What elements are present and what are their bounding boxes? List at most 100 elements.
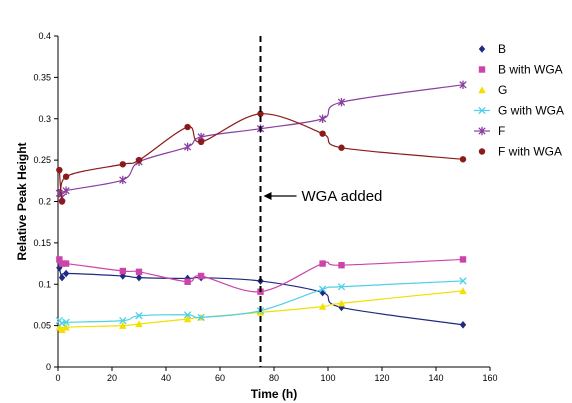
legend-swatch bbox=[478, 66, 486, 73]
series-b-with-wga bbox=[56, 256, 467, 295]
data-point bbox=[337, 283, 346, 291]
data-point bbox=[318, 114, 327, 123]
annotation: WGA added bbox=[259, 36, 383, 367]
data-point bbox=[183, 311, 192, 319]
y-tick-label: 0.3 bbox=[38, 114, 51, 124]
legend-swatch bbox=[478, 148, 486, 155]
legend: B B with WGA G G with WGA F F with WGA bbox=[474, 42, 564, 159]
legend-item: B bbox=[478, 42, 506, 56]
y-tick-label: 0.05 bbox=[33, 321, 51, 331]
x-tick-label: 20 bbox=[107, 373, 117, 383]
data-point bbox=[62, 269, 70, 278]
legend-item: G with WGA bbox=[474, 104, 564, 118]
y-tick-label: 0 bbox=[46, 362, 51, 372]
data-point bbox=[184, 278, 191, 285]
data-point bbox=[62, 186, 70, 195]
data-point bbox=[184, 274, 191, 283]
x-tick-label: 100 bbox=[320, 373, 335, 383]
data-point bbox=[58, 273, 66, 282]
data-point bbox=[135, 312, 143, 320]
data-point bbox=[62, 323, 70, 331]
legend-label: B with WGA bbox=[498, 63, 563, 77]
legend-swatch bbox=[478, 106, 486, 115]
data-point bbox=[257, 110, 264, 117]
legend-label: B bbox=[498, 42, 506, 56]
data-point bbox=[337, 299, 346, 307]
data-point bbox=[135, 273, 143, 282]
y-tick-label: 0.2 bbox=[38, 197, 51, 207]
data-point bbox=[319, 130, 326, 137]
data-point bbox=[135, 268, 143, 276]
series-line bbox=[58, 84, 464, 198]
legend-item: F with WGA bbox=[478, 145, 562, 159]
x-tick-label: 0 bbox=[55, 373, 60, 383]
legend-swatch bbox=[478, 45, 486, 53]
data-point bbox=[56, 166, 63, 174]
data-point bbox=[459, 320, 467, 329]
x-tick-label: 80 bbox=[269, 373, 279, 383]
data-point bbox=[183, 315, 192, 323]
data-point bbox=[119, 272, 126, 280]
data-point bbox=[459, 287, 467, 295]
data-point bbox=[197, 272, 205, 280]
data-point bbox=[459, 80, 467, 90]
data-point bbox=[119, 175, 127, 185]
data-point bbox=[319, 260, 326, 267]
data-point bbox=[62, 173, 70, 180]
legend-label: G with WGA bbox=[498, 104, 564, 118]
data-point bbox=[56, 263, 63, 272]
data-point bbox=[119, 317, 127, 325]
y-tick-label: 0.4 bbox=[38, 31, 51, 41]
series-b bbox=[56, 263, 467, 329]
data-point bbox=[197, 138, 205, 146]
data-point bbox=[184, 123, 191, 131]
legend-item: F bbox=[474, 124, 505, 138]
annotation-arrow-head bbox=[263, 192, 272, 200]
legend-swatch bbox=[478, 126, 486, 136]
data-point bbox=[62, 260, 70, 267]
data-point bbox=[119, 321, 127, 329]
x-tick-label: 140 bbox=[428, 373, 443, 383]
data-point bbox=[183, 142, 192, 152]
legend-swatch bbox=[478, 86, 486, 94]
series-g-with-wga bbox=[55, 277, 467, 327]
data-point bbox=[197, 313, 205, 322]
data-point bbox=[338, 262, 345, 269]
series-g bbox=[55, 287, 467, 333]
data-point bbox=[256, 308, 265, 316]
data-point bbox=[135, 320, 143, 328]
data-point bbox=[338, 303, 345, 312]
data-point bbox=[56, 256, 63, 263]
x-tick-label: 160 bbox=[482, 373, 497, 383]
legend-item: G bbox=[478, 83, 507, 97]
data-point bbox=[459, 156, 467, 163]
data-point bbox=[62, 318, 70, 326]
axes bbox=[57, 36, 490, 368]
y-tick-label: 0.25 bbox=[33, 155, 51, 165]
data-point bbox=[459, 277, 467, 285]
x-tick-label: 120 bbox=[374, 373, 389, 383]
x-tick-label: 40 bbox=[161, 373, 171, 383]
data-point bbox=[119, 267, 126, 275]
data-point bbox=[58, 260, 66, 267]
data-point bbox=[58, 198, 66, 205]
data-point bbox=[119, 161, 127, 168]
data-point bbox=[135, 156, 143, 164]
annotation-label: WGA added bbox=[302, 188, 383, 205]
y-tick-label: 0.1 bbox=[38, 279, 51, 289]
data-point bbox=[58, 326, 66, 333]
x-axis-ticks: 0 20 40 60 80 100 120 140 160 bbox=[55, 367, 498, 383]
y-tick-label: 0.35 bbox=[33, 72, 51, 82]
x-tick-label: 60 bbox=[215, 373, 225, 383]
series-layer bbox=[55, 80, 467, 333]
legend-label: F with WGA bbox=[498, 145, 562, 159]
data-point bbox=[318, 285, 327, 293]
data-point bbox=[338, 144, 345, 151]
data-point bbox=[459, 256, 467, 263]
y-tick-label: 0.15 bbox=[33, 238, 51, 248]
y-axis-ticks: 0 0.05 0.1 0.15 0.2 0.25 0.3 0.35 0.4 bbox=[33, 31, 58, 372]
series-f-with-wga bbox=[56, 110, 467, 205]
legend-label: G bbox=[498, 83, 507, 97]
